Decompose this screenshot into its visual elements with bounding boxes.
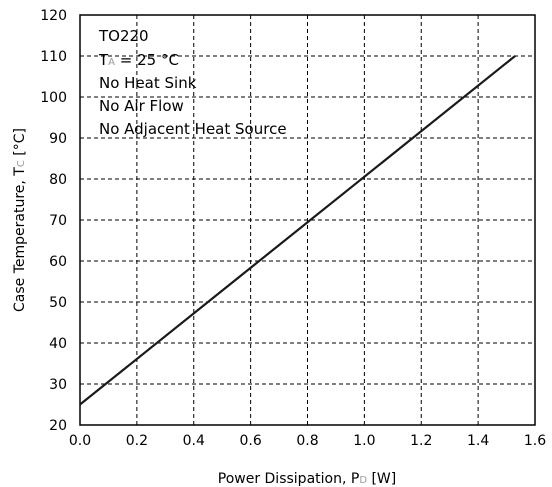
x-tick-label: 1.0 — [353, 433, 375, 449]
ambient-subscript: A — [108, 57, 115, 68]
ambient-symbol: T — [98, 51, 109, 69]
y-tick-label: 60 — [49, 254, 67, 270]
series-layer — [79, 55, 516, 406]
y-axis-label-unit: [°C] — [12, 128, 28, 160]
ticks: 0.0 0.2 0.4 0.6 0.8 1.0 1.2 1.4 1.6 20 30 40 50 60 70 8… — [40, 8, 546, 449]
x-tick-label: 0.8 — [296, 433, 318, 449]
x-axis-label: Power Dissipation, PD [W] — [218, 471, 396, 487]
annotation-no-adjacent-heat-source: No Adjacent Heat Source — [99, 120, 287, 138]
x-tick-label: 0.4 — [183, 433, 205, 449]
annotation-package: TO220 — [98, 27, 149, 45]
x-tick-label: 0.6 — [239, 433, 261, 449]
y-tick-label: 80 — [49, 172, 67, 188]
y-tick-label: 20 — [49, 418, 67, 434]
series-line — [79, 55, 516, 406]
x-tick-label: 1.2 — [410, 433, 432, 449]
y-axis-label-main: Case Temperature, T — [12, 167, 28, 312]
annotation-no-air-flow: No Air Flow — [99, 97, 184, 115]
x-tick-label: 0.0 — [69, 433, 91, 449]
y-tick-label: 100 — [40, 90, 67, 106]
x-tick-label: 1.6 — [524, 433, 546, 449]
y-tick-label: 40 — [49, 336, 67, 352]
y-axis-label-subscript: C — [16, 160, 27, 167]
x-axis-label-subscript: D — [359, 475, 367, 486]
x-axis-label-unit: [W] — [367, 471, 396, 487]
x-tick-label: 1.4 — [467, 433, 489, 449]
y-tick-label: 110 — [40, 49, 67, 65]
annotation-box: TO220 TA = 25 °C No Heat Sink No Air Flo… — [98, 27, 287, 138]
x-tick-label: 0.2 — [126, 433, 148, 449]
x-axis-label-main: Power Dissipation, P — [218, 471, 360, 487]
annotation-no-heat-sink: No Heat Sink — [99, 74, 197, 92]
ambient-value: = 25 °C — [115, 51, 179, 69]
y-tick-label: 90 — [49, 131, 67, 147]
grid — [80, 15, 535, 425]
plot-frame — [79, 14, 536, 426]
y-tick-label: 30 — [49, 377, 67, 393]
annotation-ambient: TA = 25 °C — [98, 51, 179, 69]
y-tick-label: 120 — [40, 8, 67, 24]
y-axis-label: Case Temperature, TC [°C] — [12, 128, 28, 312]
y-tick-label: 50 — [49, 295, 67, 311]
y-tick-label: 70 — [49, 213, 67, 229]
